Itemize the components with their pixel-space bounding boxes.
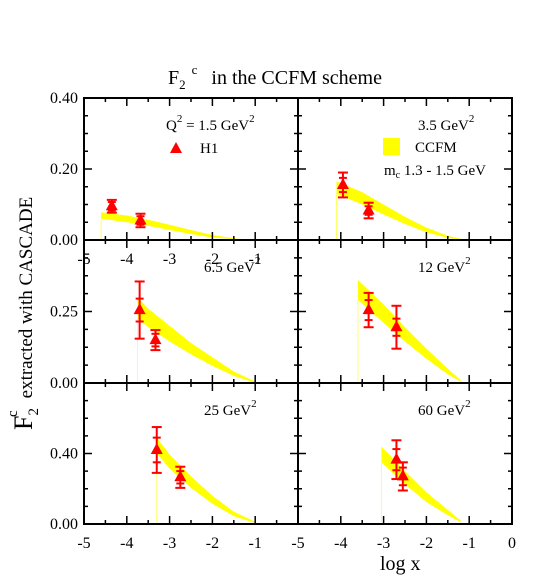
h1-data-point (133, 303, 146, 315)
x-tick-label: -5 (77, 535, 90, 552)
panel-q2-label: Q2 = 1.5 GeV2 (166, 113, 255, 134)
panel-q2-label: 3.5 GeV2 (418, 113, 474, 134)
x-tick-label: -4 (120, 535, 133, 552)
ccfm-band (156, 437, 256, 524)
h1-data-point (390, 452, 403, 464)
h1-data-point (336, 177, 349, 189)
h1-data-point (174, 470, 187, 482)
panel-q2-label: 25 GeV2 (204, 398, 257, 419)
x-tick-label: -3 (377, 535, 390, 552)
panel-mid-right: 12 GeV2 (297, 239, 513, 384)
chart-title: F2c in the CCFM scheme (168, 62, 382, 92)
panel-bottom-left: 0.00 0.40 -5 -4 -3 -2 -1 25 GeV2 (50, 382, 299, 552)
h1-data-point (362, 303, 375, 315)
panel-top-right: 3.5 GeV2 (297, 97, 513, 241)
panel-q2-label: 6.5 GeV2 (204, 255, 260, 276)
h1-data-point (390, 320, 403, 332)
y-tick-label: 0.00 (50, 375, 78, 392)
x-tick-label: -1 (463, 535, 476, 552)
x-axis-label: log x (380, 553, 421, 575)
panel-top-left: 0.000.200.40-5 -4 -3 -2 -1Q2 = 1.5 GeV2 (50, 90, 299, 268)
y-tick-label: 0.00 (50, 516, 78, 533)
x-tick-label: 0 (508, 535, 516, 552)
y-tick-label: 0.20 (50, 161, 78, 178)
x-tick-label: -3 (163, 251, 176, 268)
panel-q2-label: 60 GeV2 (418, 398, 471, 419)
x-tick-label: -1 (249, 251, 262, 268)
legend-ccfm-swatch (383, 138, 400, 155)
panel-q2-label: 12 GeV2 (418, 255, 471, 276)
y-tick-label: 0.00 (50, 232, 78, 249)
x-tick-label: -2 (206, 535, 219, 552)
legend-h1-marker (170, 142, 182, 153)
y-tick-label: 0.25 (50, 304, 78, 321)
h1-data-point (396, 469, 409, 481)
ccfm-band (357, 280, 461, 382)
h1-data-point (134, 213, 147, 225)
ccfm-band (381, 446, 461, 523)
y-tick-label: 0.40 (50, 446, 78, 463)
x-tick-label: -1 (249, 535, 262, 552)
x-tick-label: -2 (206, 251, 219, 268)
legend: H1 CCFM mc 1.3 - 1.5 GeV (170, 138, 486, 181)
panel-frame (297, 239, 513, 384)
y-tick-label: 0.40 (50, 90, 78, 107)
h1-data-point (149, 333, 162, 345)
ccfm-band (101, 212, 247, 240)
panel-bottom-right: -5 -4 -3 -2 -1 0 60 GeV2 (291, 382, 516, 552)
panel-frame (297, 382, 513, 525)
panel-frame (83, 382, 299, 525)
x-tick-label: -4 (120, 251, 133, 268)
ccfm-band (336, 181, 461, 240)
h1-data-point (105, 199, 118, 211)
h1-data-point (150, 442, 163, 454)
x-tick-label: -3 (163, 535, 176, 552)
svg-text:F2cextracted with CASCADE: F2cextracted with CASCADE (5, 197, 42, 430)
x-tick-label: -2 (420, 535, 433, 552)
panel-frame (83, 239, 299, 384)
x-tick-label: -5 (291, 535, 304, 552)
h1-data-point (362, 203, 375, 215)
x-tick-label: -4 (334, 535, 347, 552)
legend-ccfm-label: CCFM (415, 140, 457, 156)
y-axis-label: F2cextracted with CASCADE (5, 197, 42, 430)
legend-h1-label: H1 (200, 141, 218, 157)
legend-mc-label: mc 1.3 - 1.5 GeV (384, 163, 486, 181)
